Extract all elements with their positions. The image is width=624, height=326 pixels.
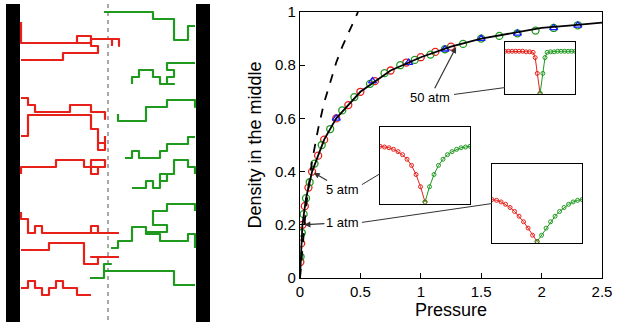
svg-text:5 atm: 5 atm: [326, 182, 359, 197]
svg-text:1.5: 1.5: [471, 283, 492, 300]
svg-text:1 atm: 1 atm: [326, 215, 359, 230]
svg-text:0: 0: [296, 283, 304, 300]
svg-text:Density in the middle: Density in the middle: [245, 61, 265, 228]
svg-text:0.5: 0.5: [350, 283, 371, 300]
svg-text:1: 1: [287, 3, 295, 20]
svg-text:2: 2: [537, 283, 545, 300]
svg-text:0.8: 0.8: [275, 56, 296, 73]
svg-text:0.6: 0.6: [275, 110, 296, 127]
svg-text:0.2: 0.2: [275, 216, 296, 233]
svg-text:1: 1: [417, 283, 425, 300]
svg-text:2.5: 2.5: [592, 283, 613, 300]
svg-text:50 atm: 50 atm: [410, 90, 450, 105]
svg-text:0: 0: [287, 269, 295, 286]
svg-text:Pressure: Pressure: [415, 300, 487, 320]
svg-text:0.4: 0.4: [275, 163, 296, 180]
